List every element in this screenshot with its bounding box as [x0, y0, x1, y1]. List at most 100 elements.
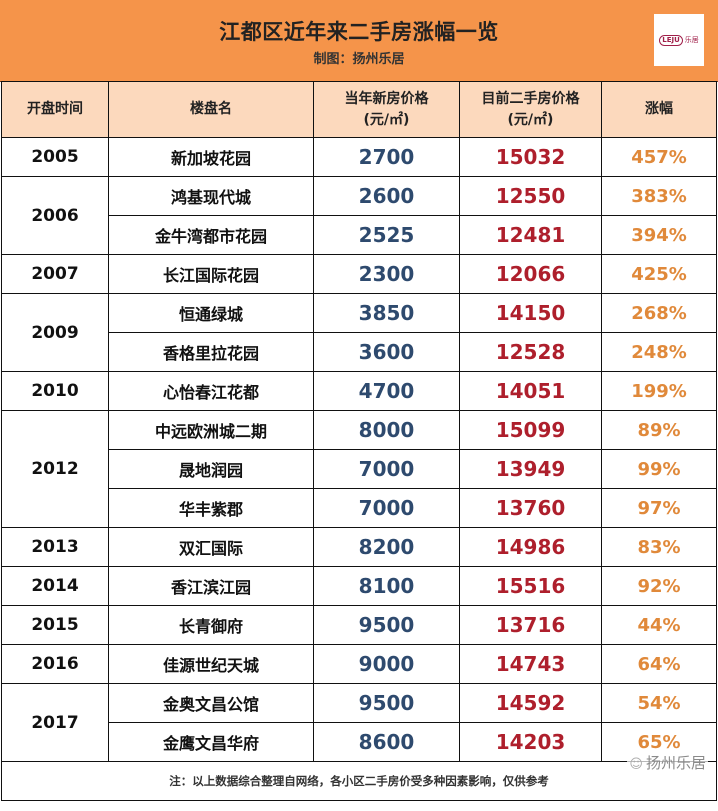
project-name-cell: 金奥文昌公馆 — [108, 683, 314, 723]
used-price-cell: 14203 — [459, 722, 602, 762]
year-cell: 2006 — [1, 176, 109, 255]
rise-cell: 394% — [601, 215, 717, 255]
new-price-cell: 9000 — [313, 644, 460, 684]
used-price-cell: 14051 — [459, 371, 602, 411]
project-name-cell: 佳源世纪天城 — [108, 644, 314, 684]
table-row: 2010 心怡春江花都 4700 14051 199% — [1, 371, 717, 411]
project-name-cell: 恒通绿城 — [108, 293, 314, 333]
year-cell: 2005 — [1, 137, 109, 177]
used-price-cell: 14592 — [459, 683, 602, 723]
new-price-cell: 7000 — [313, 449, 460, 489]
year-cell: 2013 — [1, 527, 109, 567]
used-price-cell: 12528 — [459, 332, 602, 372]
watermark: ☺ 扬州乐居 — [627, 752, 708, 773]
project-name-cell: 鸿基现代城 — [108, 176, 314, 216]
leju-logo-text: 乐居 — [684, 36, 699, 44]
wechat-icon: ☺ — [629, 757, 643, 772]
project-name-cell: 晟地润园 — [108, 449, 314, 489]
new-price-cell: 2525 — [313, 215, 460, 255]
price-table: 开盘时间 楼盘名 当年新房价格 (元/㎡) 目前二手房价格 (元/㎡) 涨幅 200… — [1, 81, 717, 801]
rise-cell: 99% — [601, 449, 717, 489]
rise-cell: 97% — [601, 488, 717, 528]
rise-cell: 248% — [601, 332, 717, 372]
col-header-name: 楼盘名 — [108, 81, 314, 138]
table-row: 2007 长江国际花园 2300 12066 425% — [1, 254, 717, 294]
new-price-cell: 3850 — [313, 293, 460, 333]
rise-cell: 199% — [601, 371, 717, 411]
new-price-cell: 8000 — [313, 410, 460, 450]
used-price-cell: 13716 — [459, 605, 602, 645]
year-cell: 2010 — [1, 371, 109, 411]
table-row: 2009 恒通绿城 3850 14150 268% — [1, 293, 717, 372]
new-price-cell: 2600 — [313, 176, 460, 216]
year-cell: 2012 — [1, 410, 109, 528]
used-price-cell: 14743 — [459, 644, 602, 684]
table-row: 2005 新加坡花园 2700 15032 457% — [1, 137, 717, 177]
col-header-rise: 涨幅 — [601, 81, 717, 138]
project-name-cell: 金牛湾都市花园 — [108, 215, 314, 255]
project-name-cell: 心怡春江花都 — [108, 371, 314, 411]
note-text: 注：以上数据综合整理自网络，各小区二手房价受多种因素影响，仅供参考 — [169, 774, 549, 788]
col-header-new-price: 当年新房价格 (元/㎡) — [313, 81, 460, 138]
project-name-cell: 香格里拉花园 — [108, 332, 314, 372]
year-cell: 2007 — [1, 254, 109, 294]
table-row: 2015 长青御府 9500 13716 44% — [1, 605, 717, 645]
project-name-cell: 双汇国际 — [108, 527, 314, 567]
used-price-cell: 14150 — [459, 293, 602, 333]
table-header-row: 开盘时间 楼盘名 当年新房价格 (元/㎡) 目前二手房价格 (元/㎡) 涨幅 — [1, 81, 717, 138]
leju-logo: LEJU 乐居 — [654, 14, 704, 66]
used-price-cell: 12481 — [459, 215, 602, 255]
used-price-cell: 12066 — [459, 254, 602, 294]
table-row: 2014 香江滨江园 8100 15516 92% — [1, 566, 717, 606]
table-row: 2013 双汇国际 8200 14986 83% — [1, 527, 717, 567]
rise-cell: 83% — [601, 527, 717, 567]
table-row: 2016 佳源世纪天城 9000 14743 64% — [1, 644, 717, 684]
project-name-cell: 香江滨江园 — [108, 566, 314, 606]
table-row: 金牛湾都市花园 2525 12481 394% — [2, 215, 717, 255]
new-price-cell: 2300 — [313, 254, 460, 294]
table-row: 香格里拉花园 3600 12528 248% — [2, 332, 717, 372]
footer-row: 注：以上数据综合整理自网络，各小区二手房价受多种因素影响，仅供参考 ☺ 扬州乐居 — [1, 752, 717, 801]
page-subtitle: 制图：扬州乐居 — [313, 52, 405, 67]
new-price-cell: 8200 — [313, 527, 460, 567]
project-name-cell: 华丰紫郡 — [108, 488, 314, 528]
year-cell: 2009 — [1, 293, 109, 372]
project-name-cell: 新加坡花园 — [108, 137, 314, 177]
year-cell: 2017 — [1, 683, 109, 762]
leju-logo-icon: LEJU — [659, 34, 683, 46]
year-cell: 2016 — [1, 644, 109, 684]
used-price-cell: 13949 — [459, 449, 602, 489]
rise-cell: 425% — [601, 254, 717, 294]
new-price-cell: 9500 — [313, 605, 460, 645]
rise-cell: 92% — [601, 566, 717, 606]
rise-cell: 457% — [601, 137, 717, 177]
new-price-cell: 3600 — [313, 332, 460, 372]
table-row: 2006 鸿基现代城 2600 12550 383% — [1, 176, 717, 255]
rise-cell: 44% — [601, 605, 717, 645]
project-name-cell: 长青御府 — [108, 605, 314, 645]
project-name-cell: 中远欧洲城二期 — [108, 410, 314, 450]
footer-note: 注：以上数据综合整理自网络，各小区二手房价受多种因素影响，仅供参考 ☺ 扬州乐居 — [1, 752, 717, 801]
rise-cell: 64% — [601, 644, 717, 684]
rise-cell: 89% — [601, 410, 717, 450]
project-name-cell: 长江国际花园 — [108, 254, 314, 294]
new-price-cell: 2700 — [313, 137, 460, 177]
new-price-cell: 7000 — [313, 488, 460, 528]
rise-cell: 383% — [601, 176, 717, 216]
new-price-cell: 9500 — [313, 683, 460, 723]
table-row: 2012 中远欧洲城二期 8000 15099 89% — [1, 410, 717, 528]
rise-cell: 54% — [601, 683, 717, 723]
table-row: 金鹰文昌华府 8600 14203 65% — [2, 722, 717, 762]
rise-cell: 268% — [601, 293, 717, 333]
year-cell: 2015 — [1, 605, 109, 645]
new-price-cell: 8100 — [313, 566, 460, 606]
table-row: 晟地润园 7000 13949 99% — [2, 449, 717, 489]
used-price-cell: 14986 — [459, 527, 602, 567]
col-header-year: 开盘时间 — [1, 81, 109, 138]
table-row: 华丰紫郡 7000 13760 97% — [2, 488, 717, 528]
used-price-cell: 13760 — [459, 488, 602, 528]
col-header-used-price: 目前二手房价格 (元/㎡) — [459, 81, 602, 138]
used-price-cell: 15516 — [459, 566, 602, 606]
project-name-cell: 金鹰文昌华府 — [108, 722, 314, 762]
new-price-cell: 4700 — [313, 371, 460, 411]
